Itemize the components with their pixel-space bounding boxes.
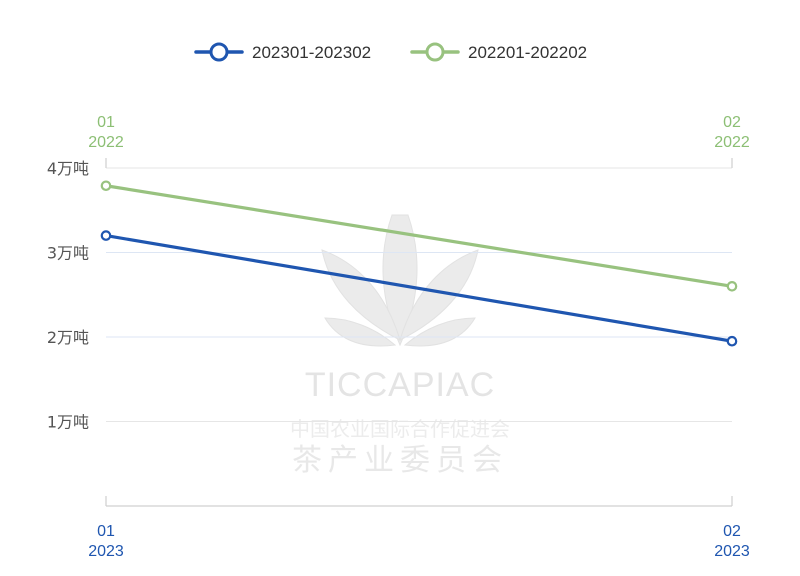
leaf-logo-icon	[321, 214, 479, 347]
data-point	[726, 280, 738, 292]
watermark-line1: 中国农业国际合作促进会	[290, 417, 510, 441]
legend-label: 202301-202302	[252, 43, 371, 62]
legend-label: 202201-202202	[468, 43, 587, 62]
x-tick-label-bottom: 02	[723, 523, 741, 540]
data-point	[100, 230, 112, 241]
watermark: TICCAPIAC 中国农业国际合作促进会 茶产业委员会	[290, 214, 510, 478]
x-tick-label-bottom: 01	[97, 523, 115, 540]
legend-marker-icon	[425, 42, 445, 62]
y-tick-label: 3万吨	[47, 244, 89, 263]
data-point	[726, 335, 738, 347]
series-layer	[100, 180, 738, 347]
series-line	[104, 184, 734, 288]
x-tick-label-bottom: 2023	[714, 543, 750, 560]
legend-item[interactable]: 202301-202302	[194, 42, 371, 62]
x-tick-label-top: 2022	[88, 134, 124, 151]
y-tick-label: 1万吨	[47, 413, 89, 432]
legend-item[interactable]: 202201-202202	[410, 42, 587, 62]
data-point	[100, 180, 112, 192]
x-tick-label-top: 02	[723, 114, 741, 131]
series-line	[104, 234, 734, 343]
legend[interactable]: 202301-202302 202201-202202	[194, 42, 587, 62]
watermark-line2: 茶产业委员会	[292, 443, 508, 478]
x-tick-label-top: 2022	[714, 134, 750, 151]
x-tick-label-top: 01	[97, 114, 115, 131]
legend-marker-icon	[209, 42, 229, 62]
watermark-brand: TICCAPIAC	[305, 366, 495, 404]
axes: 01 2023 02 2023 01 2022 02 2022	[88, 114, 750, 560]
y-tick-label: 4万吨	[47, 159, 89, 178]
x-tick-label-bottom: 2023	[88, 543, 124, 560]
y-tick-label: 2万吨	[47, 328, 89, 347]
